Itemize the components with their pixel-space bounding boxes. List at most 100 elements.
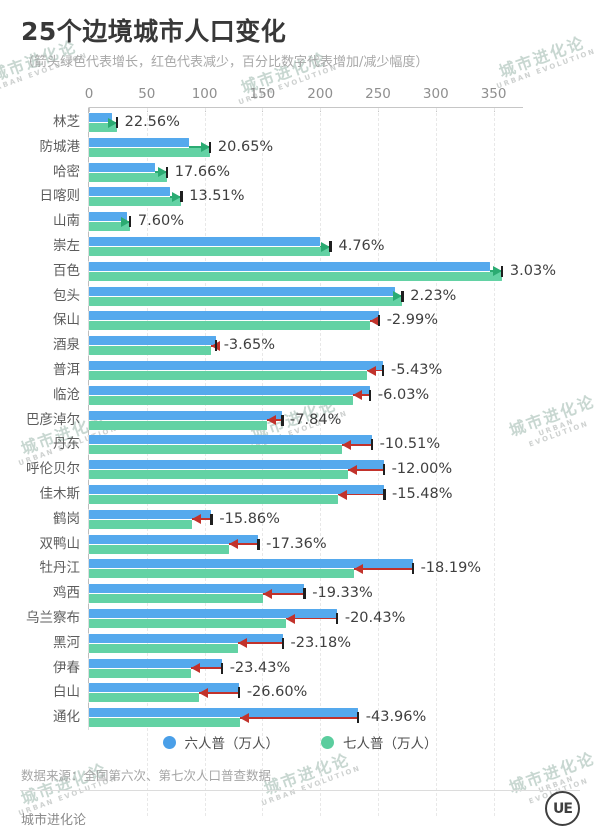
x-tick-label: 300 <box>422 86 449 102</box>
category-tick <box>87 578 89 584</box>
chart-row: 包头 2.23% <box>0 281 600 309</box>
brand-name: 城市进化论 <box>21 813 87 828</box>
category-tick <box>87 653 89 659</box>
chart-row: 山南 7.60% <box>0 206 600 234</box>
arrow-head-left-icon <box>266 415 276 426</box>
chart-row: 鸡西 -19.33% <box>0 578 600 606</box>
arrow-head-left-icon <box>338 489 348 500</box>
change-label: -7.84% <box>290 411 342 428</box>
chart-subtitle: （箭头绿色代表增长，红色代表减少，百分比数字代表增加/减少幅度） <box>21 55 429 70</box>
y-axis-line <box>88 107 89 730</box>
legend-item: 六人普（万人） <box>162 732 279 752</box>
arrow-head-right-icon <box>157 167 167 178</box>
census6-bar <box>89 658 222 668</box>
change-label: -15.86% <box>219 510 280 527</box>
category-tick <box>87 305 89 311</box>
change-label: -15.48% <box>392 486 453 502</box>
city-label: 佳木斯 <box>39 486 81 502</box>
x-tick-label: 0 <box>84 86 94 102</box>
change-label: -26.60% <box>246 684 308 701</box>
chart-row: 呼伦贝尔 -12.00% <box>0 454 600 482</box>
census6-bar <box>89 683 239 693</box>
arrow-head-right-icon <box>393 291 403 302</box>
census6-bar <box>89 633 283 643</box>
chart-row: 佳木斯 -15.48% <box>0 479 600 507</box>
census7-bar <box>89 718 240 728</box>
census7-bar <box>89 247 331 256</box>
arrow-head-left-icon <box>191 514 201 525</box>
chart-row: 巴彦淖尔 -7.84% <box>0 405 600 433</box>
category-tick <box>87 677 89 683</box>
end-tick-mark <box>281 414 284 426</box>
arrow-head-left-icon <box>239 712 249 723</box>
arrow-head-left-icon <box>286 613 296 624</box>
chart-row: 酒泉 -3.65% <box>0 330 600 358</box>
city-label: 伊春 <box>53 659 80 676</box>
category-tick <box>87 702 89 708</box>
change-arrow-shaft <box>228 543 259 545</box>
chart-row: 防城港 20.65% <box>0 132 600 160</box>
end-tick-mark <box>165 166 169 178</box>
end-tick-mark <box>500 265 504 277</box>
census7-bar <box>89 544 229 554</box>
census6-bar <box>89 534 259 544</box>
city-label: 百色 <box>53 262 80 279</box>
arrow-head-left-icon <box>190 663 200 674</box>
end-tick-mark <box>401 290 404 302</box>
census6-bar <box>89 708 358 718</box>
census7-bar <box>89 445 342 455</box>
end-tick-mark <box>382 464 386 476</box>
census6-bar <box>89 336 216 346</box>
arrow-head-right-icon <box>492 266 502 277</box>
change-label: 22.56% <box>124 114 180 130</box>
end-tick-mark <box>377 315 381 327</box>
category-tick <box>87 380 89 386</box>
census6-bar <box>89 162 156 172</box>
chart-row: 保山 -2.99% <box>0 305 600 333</box>
census7-bar <box>89 222 130 232</box>
end-tick-mark <box>281 637 284 649</box>
chart-row: 林芝 22.56% <box>0 107 600 135</box>
chart-row: 通化 -43.96% <box>0 702 600 730</box>
change-arrow-shaft <box>198 691 239 694</box>
chart-row: 黑河 -23.18% <box>0 628 600 656</box>
end-tick-mark <box>303 588 306 600</box>
category-tick <box>87 330 89 336</box>
arrow-head-left-icon <box>353 390 363 401</box>
chart-row: 临沧 -6.03% <box>0 380 600 408</box>
legend-label: 七人普（万人） <box>343 736 438 752</box>
chart-rows: 林芝 22.56% 防城港 20.65% 哈密 17.66% 日喀则 13.51% 山南 7.60… <box>0 107 600 730</box>
legend-dot-icon <box>162 735 176 749</box>
change-arrow-shaft <box>338 493 384 496</box>
census6-bar <box>89 410 283 420</box>
chart-row: 乌兰察布 -20.43% <box>0 603 600 631</box>
change-arrow-shaft <box>191 518 212 521</box>
census6-bar <box>89 385 370 395</box>
arrow-head-left-icon <box>341 439 351 450</box>
census7-bar <box>89 321 371 331</box>
city-label: 临沧 <box>53 386 80 403</box>
watermark-subtext: URBAN EVOLUTION <box>495 46 598 91</box>
x-tick-label: 250 <box>365 86 391 102</box>
end-tick-mark <box>220 662 224 674</box>
gridline <box>493 108 495 816</box>
census6-bar <box>89 609 337 618</box>
census7-bar <box>89 470 349 480</box>
arrow-head-left-icon <box>370 315 380 326</box>
city-label: 哈密 <box>53 163 80 180</box>
category-tick <box>87 603 89 609</box>
category-tick <box>87 132 89 138</box>
end-tick-mark <box>370 439 374 451</box>
change-arrow-shaft <box>189 146 210 149</box>
change-label: 7.60% <box>137 213 184 230</box>
category-tick <box>87 157 89 163</box>
city-label: 牡丹江 <box>39 560 81 577</box>
category-tick <box>87 281 89 287</box>
change-label: -20.43% <box>344 610 406 626</box>
change-arrow-shaft <box>262 592 305 595</box>
change-label: -2.99% <box>386 312 438 329</box>
census7-bar <box>89 619 287 628</box>
city-label: 呼伦贝尔 <box>26 461 80 478</box>
